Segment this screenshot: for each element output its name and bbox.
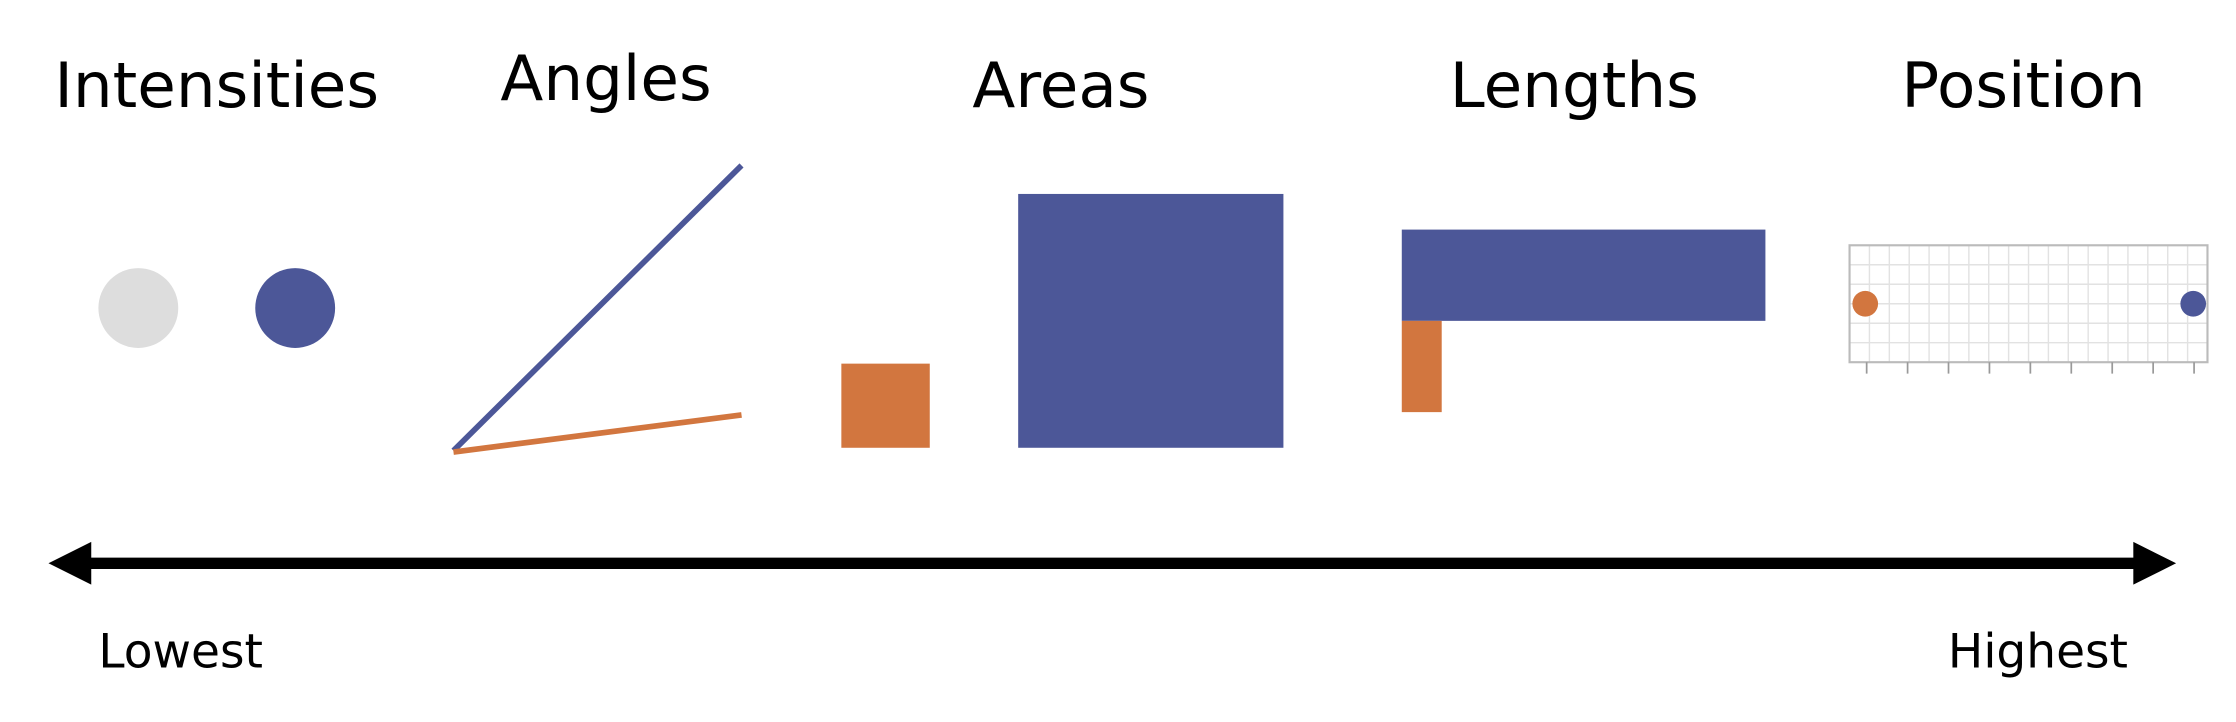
grid-line — [1848, 244, 2209, 364]
position-high — [2180, 290, 2207, 317]
intensity-low — [98, 268, 179, 348]
angle-narrow — [453, 412, 742, 455]
intensity-high — [255, 268, 336, 348]
title-position: Position — [1901, 49, 2145, 122]
scale-high-label: Highest — [1948, 624, 2128, 679]
title-lengths: Lengths — [1450, 49, 1699, 122]
angle-wide — [451, 163, 744, 453]
title-areas: Areas — [972, 49, 1149, 122]
arrow-head-right — [2133, 541, 2177, 585]
arrow-head-left — [48, 541, 92, 585]
length-long — [1401, 229, 1766, 321]
title-intensities: Intensities — [54, 49, 379, 122]
length-short — [1401, 320, 1442, 413]
scale-low-label: Lowest — [98, 624, 263, 679]
area-small — [841, 363, 930, 448]
position-low — [1852, 290, 1879, 317]
position-grid — [1848, 244, 2209, 374]
title-angles: Angles — [500, 42, 711, 115]
area-large — [1018, 193, 1284, 448]
